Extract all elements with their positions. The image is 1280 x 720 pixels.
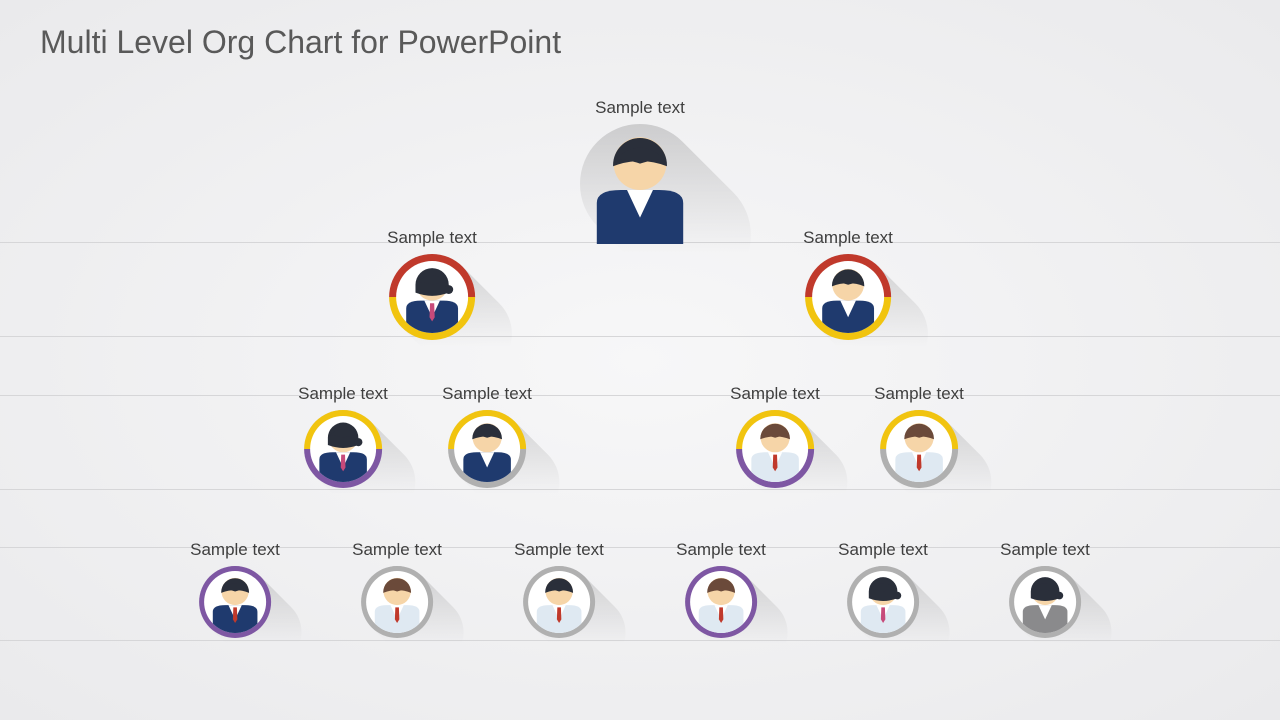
node-label: Sample text — [298, 384, 388, 404]
level4-node: Sample text — [514, 540, 604, 638]
node-label: Sample text — [352, 540, 442, 560]
avatar — [389, 254, 475, 340]
avatar-ring — [1009, 566, 1081, 638]
avatar-ring — [805, 254, 891, 340]
slide-title: Multi Level Org Chart for PowerPoint — [40, 24, 561, 61]
node-label: Sample text — [1000, 540, 1090, 560]
avatar — [199, 566, 271, 638]
level3-node: Sample text — [442, 384, 532, 488]
node-label: Sample text — [838, 540, 928, 560]
root-node: Sample text — [580, 98, 700, 249]
avatar-ring — [304, 410, 382, 488]
node-label: Sample text — [874, 384, 964, 404]
level4-node: Sample text — [676, 540, 766, 638]
node-label: Sample text — [580, 98, 700, 118]
level3-node: Sample text — [874, 384, 964, 488]
avatar-figure — [580, 124, 700, 244]
avatar — [580, 124, 700, 244]
node-label: Sample text — [803, 228, 893, 248]
level2-node: Sample text — [803, 228, 893, 340]
avatar — [361, 566, 433, 638]
avatar — [1009, 566, 1081, 638]
avatar-ring — [199, 566, 271, 638]
level4-node: Sample text — [1000, 540, 1090, 638]
avatar — [685, 566, 757, 638]
level4-node: Sample text — [838, 540, 928, 638]
avatar — [880, 410, 958, 488]
level3-node: Sample text — [298, 384, 388, 488]
avatar — [805, 254, 891, 340]
avatar-ring — [847, 566, 919, 638]
node-label: Sample text — [514, 540, 604, 560]
avatar-ring — [736, 410, 814, 488]
avatar — [736, 410, 814, 488]
node-label: Sample text — [730, 384, 820, 404]
avatar — [448, 410, 526, 488]
avatar — [304, 410, 382, 488]
level4-node: Sample text — [352, 540, 442, 638]
avatar-ring — [448, 410, 526, 488]
avatar-ring — [685, 566, 757, 638]
level3-node: Sample text — [730, 384, 820, 488]
avatar-ring — [389, 254, 475, 340]
level4-node: Sample text — [190, 540, 280, 638]
avatar — [523, 566, 595, 638]
node-label: Sample text — [387, 228, 477, 248]
node-label: Sample text — [190, 540, 280, 560]
avatar-ring — [523, 566, 595, 638]
node-label: Sample text — [676, 540, 766, 560]
avatar — [847, 566, 919, 638]
level2-node: Sample text — [387, 228, 477, 340]
node-label: Sample text — [442, 384, 532, 404]
avatar-ring — [361, 566, 433, 638]
avatar-ring — [880, 410, 958, 488]
